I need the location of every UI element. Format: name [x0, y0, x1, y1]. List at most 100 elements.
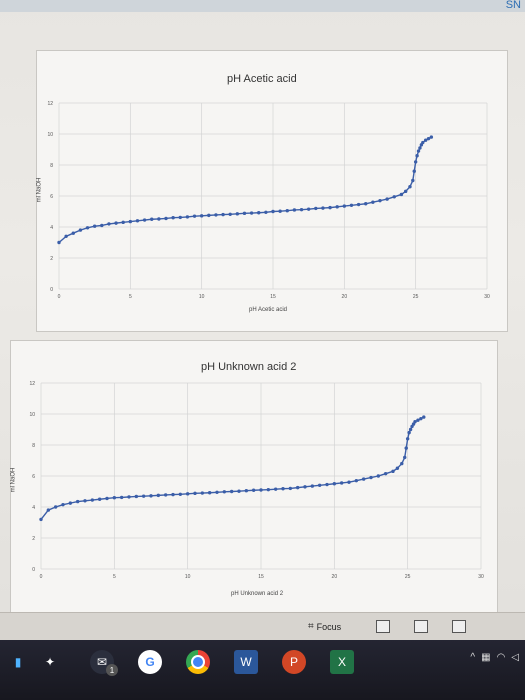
data-point [317, 483, 322, 487]
data-point [97, 497, 102, 501]
data-point [128, 219, 133, 224]
y-tick-label: 10 [29, 412, 35, 418]
data-point [416, 418, 420, 422]
y-tick-label: 12 [47, 101, 53, 107]
data-point [361, 477, 366, 481]
chart-acetic-svg: 0 2 4 6 8 10 12 0 5 10 15 20 25 30 [47, 101, 490, 300]
data-point [285, 209, 289, 213]
task-view-icon[interactable]: ▮ [14, 655, 22, 669]
data-point [92, 224, 97, 228]
chart-panel-unknown[interactable]: 0 2 4 6 8 10 12 0 5 10 15 20 25 30 pH Unknown acid 2 … [10, 340, 498, 622]
x-tick-label: 30 [478, 574, 484, 580]
x-axis-title: pH Unknown acid 2 [231, 591, 284, 597]
y-tick-label: 12 [29, 381, 35, 387]
wifi-icon[interactable]: ◠ [496, 652, 506, 663]
data-point [112, 496, 117, 500]
data-point [71, 231, 75, 235]
data-point [78, 228, 83, 232]
data-point [259, 488, 263, 492]
data-point [299, 207, 304, 212]
data-point [378, 198, 382, 203]
data-point [314, 206, 318, 211]
x-tick-label: 15 [270, 294, 276, 300]
data-point [149, 494, 153, 498]
data-point [157, 217, 161, 221]
data-point [399, 192, 404, 197]
data-point [134, 494, 139, 499]
data-point [426, 136, 431, 141]
data-point [335, 205, 339, 209]
mail-badge: 1 [106, 664, 118, 676]
excel-icon[interactable]: X [330, 650, 354, 674]
google-icon[interactable]: G [138, 650, 162, 674]
data-point [53, 505, 58, 509]
y-axis-title: ml NaOH [36, 177, 43, 203]
volume-icon[interactable]: ◁ [511, 652, 519, 663]
sparkle-app-icon[interactable]: ✦ [44, 655, 56, 669]
data-point [90, 498, 95, 502]
data-point [400, 461, 404, 466]
data-point [281, 487, 285, 491]
x-tick-label: 20 [342, 294, 348, 300]
data-point [249, 211, 254, 215]
data-point [61, 502, 65, 507]
data-point [222, 490, 227, 494]
focus-label: Focus [316, 621, 342, 632]
x-tick-label: 15 [258, 574, 264, 580]
word-icon[interactable]: W [234, 650, 258, 674]
chart-panel-acetic[interactable]: 0 2 4 6 8 10 12 0 5 10 15 20 25 30 pH Acetic acid pH … [36, 50, 508, 332]
network-icon[interactable]: ▦ [481, 652, 491, 663]
photo-screen: SN 0 2 4 6 8 10 12 0 5 10 15 20 25 30 pH Acetic acid … [0, 0, 525, 641]
data-point [419, 416, 423, 421]
read-mode-icon[interactable] [376, 620, 390, 633]
data-point [121, 220, 125, 225]
data-point [114, 221, 118, 225]
window-top-strip: SN [0, 0, 525, 12]
data-point [85, 226, 90, 230]
data-point [135, 219, 140, 223]
data-point [242, 211, 247, 216]
x-tick-label: 5 [129, 294, 132, 300]
word-letter: W [240, 655, 252, 669]
data-point [221, 212, 225, 217]
data-point [105, 496, 109, 501]
data-point [266, 487, 271, 492]
data-point [119, 495, 124, 500]
y-tick-label: 0 [50, 287, 53, 293]
data-point [364, 202, 368, 206]
data-point [413, 160, 418, 164]
data-point [395, 466, 400, 470]
data-point [408, 185, 412, 189]
x-tick-label: 0 [58, 294, 61, 300]
chevron-up-icon[interactable]: ^ [470, 652, 476, 663]
data-point [356, 202, 361, 207]
data-point [150, 217, 154, 221]
data-point [403, 189, 408, 194]
y-tick-label: 8 [32, 443, 35, 449]
data-point [64, 234, 68, 238]
x-axis-title: pH Acetic acid [249, 307, 288, 313]
data-point [369, 475, 373, 480]
data-point [68, 501, 73, 505]
chrome-icon[interactable] [186, 650, 210, 674]
data-point [306, 207, 311, 211]
data-point [107, 222, 111, 226]
data-point [200, 491, 205, 495]
data-point [288, 486, 293, 491]
data-point [292, 208, 297, 212]
data-point [199, 214, 204, 218]
focus-button[interactable]: ⌗ Focus [308, 621, 341, 632]
data-point [235, 212, 240, 216]
powerpoint-icon[interactable]: P [282, 650, 306, 674]
data-point [178, 215, 182, 220]
web-layout-icon[interactable] [452, 620, 466, 633]
data-point [321, 206, 325, 210]
x-tick-label: 20 [332, 574, 338, 580]
y-tick-label: 4 [50, 225, 53, 231]
mail-icon[interactable]: ✉ 1 [90, 650, 118, 676]
print-layout-icon[interactable] [414, 620, 428, 633]
data-point [214, 213, 218, 217]
data-point [171, 492, 175, 497]
y-tick-label: 2 [50, 256, 53, 262]
data-point [385, 197, 389, 201]
